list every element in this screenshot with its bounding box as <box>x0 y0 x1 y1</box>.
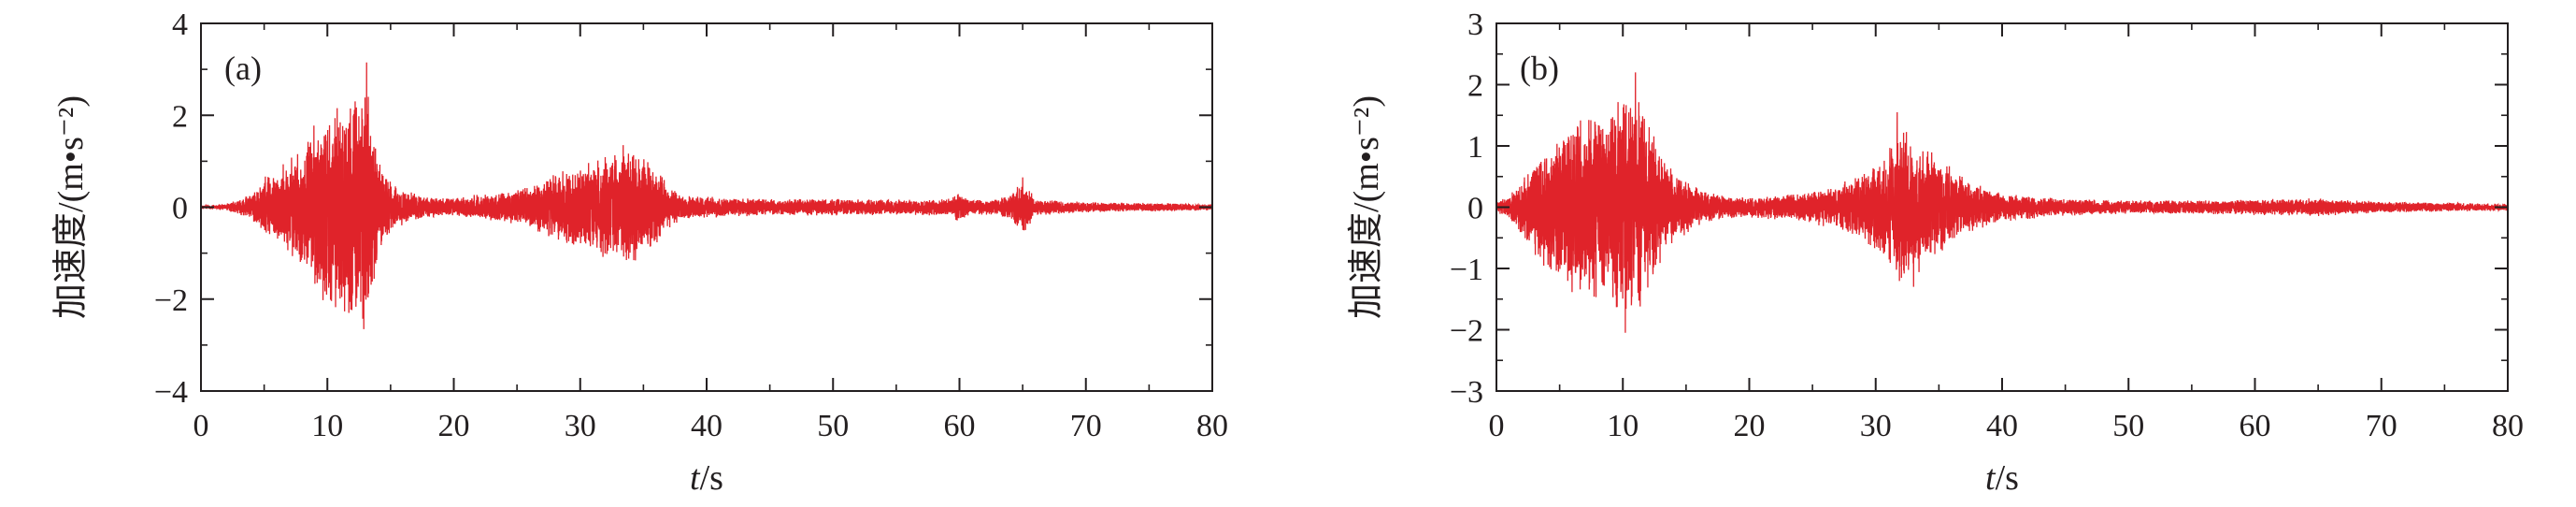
y-tick-label: −3 <box>1450 375 1483 410</box>
x-tick-label: 80 <box>1196 409 1228 443</box>
x-tick-label: 10 <box>311 409 343 443</box>
y-tick-label: 2 <box>172 99 188 134</box>
y-tick-label: 0 <box>172 192 188 226</box>
x-axis-unit: /s <box>700 458 723 498</box>
y-tick-label: 2 <box>1467 69 1483 104</box>
y-tick-label: −1 <box>1450 253 1483 287</box>
x-tick-label: 30 <box>1860 409 1892 443</box>
x-tick-label: 60 <box>944 409 976 443</box>
chart-panel-b: 0 10 20 30 40 50 60 70 803210−1−2−3(b)t/s加速度/(m•… <box>1347 7 2524 498</box>
x-tick-label: 0 <box>193 409 209 443</box>
x-axis-title: t/s <box>1985 458 2019 498</box>
x-tick-label: 70 <box>1070 409 1102 443</box>
x-tick-label: 20 <box>438 409 470 443</box>
y-axis-title: 加速度/(m•s⁻²) <box>1347 95 1386 319</box>
panel-label: (b) <box>1520 50 1559 87</box>
x-axis-title: t/s <box>690 458 723 498</box>
series-line <box>201 62 1212 329</box>
x-tick-label: 40 <box>1986 409 2018 443</box>
chart-panel-a: 0 10 20 30 40 50 60 70 80420−2−4(a)t/s加速度/(m•s⁻²… <box>51 7 1228 498</box>
x-tick-label: 60 <box>2240 409 2271 443</box>
y-tick-label: 3 <box>1467 7 1483 42</box>
x-tick-label: 40 <box>691 409 723 443</box>
y-tick-label: 4 <box>172 7 188 42</box>
x-tick-label: 70 <box>2366 409 2397 443</box>
series-line <box>1496 72 2508 333</box>
x-tick-label: 50 <box>2112 409 2144 443</box>
x-axis-var: t <box>690 458 701 498</box>
x-tick-label: 10 <box>1607 409 1639 443</box>
y-tick-label: 1 <box>1467 130 1483 165</box>
x-tick-label: 20 <box>1734 409 1766 443</box>
y-tick-label: −4 <box>154 375 188 410</box>
x-tick-label: 50 <box>817 409 849 443</box>
x-tick-label: 30 <box>565 409 596 443</box>
y-tick-label: −2 <box>1450 314 1483 349</box>
y-tick-label: 0 <box>1467 192 1483 226</box>
panel-label: (a) <box>224 50 262 87</box>
y-tick-label: −2 <box>154 283 188 318</box>
x-axis-var: t <box>1985 458 1996 498</box>
x-tick-label: 0 <box>1489 409 1505 443</box>
x-tick-label: 80 <box>2492 409 2524 443</box>
x-axis-unit: /s <box>1996 458 2019 498</box>
y-axis-title: 加速度/(m•s⁻²) <box>51 95 91 319</box>
